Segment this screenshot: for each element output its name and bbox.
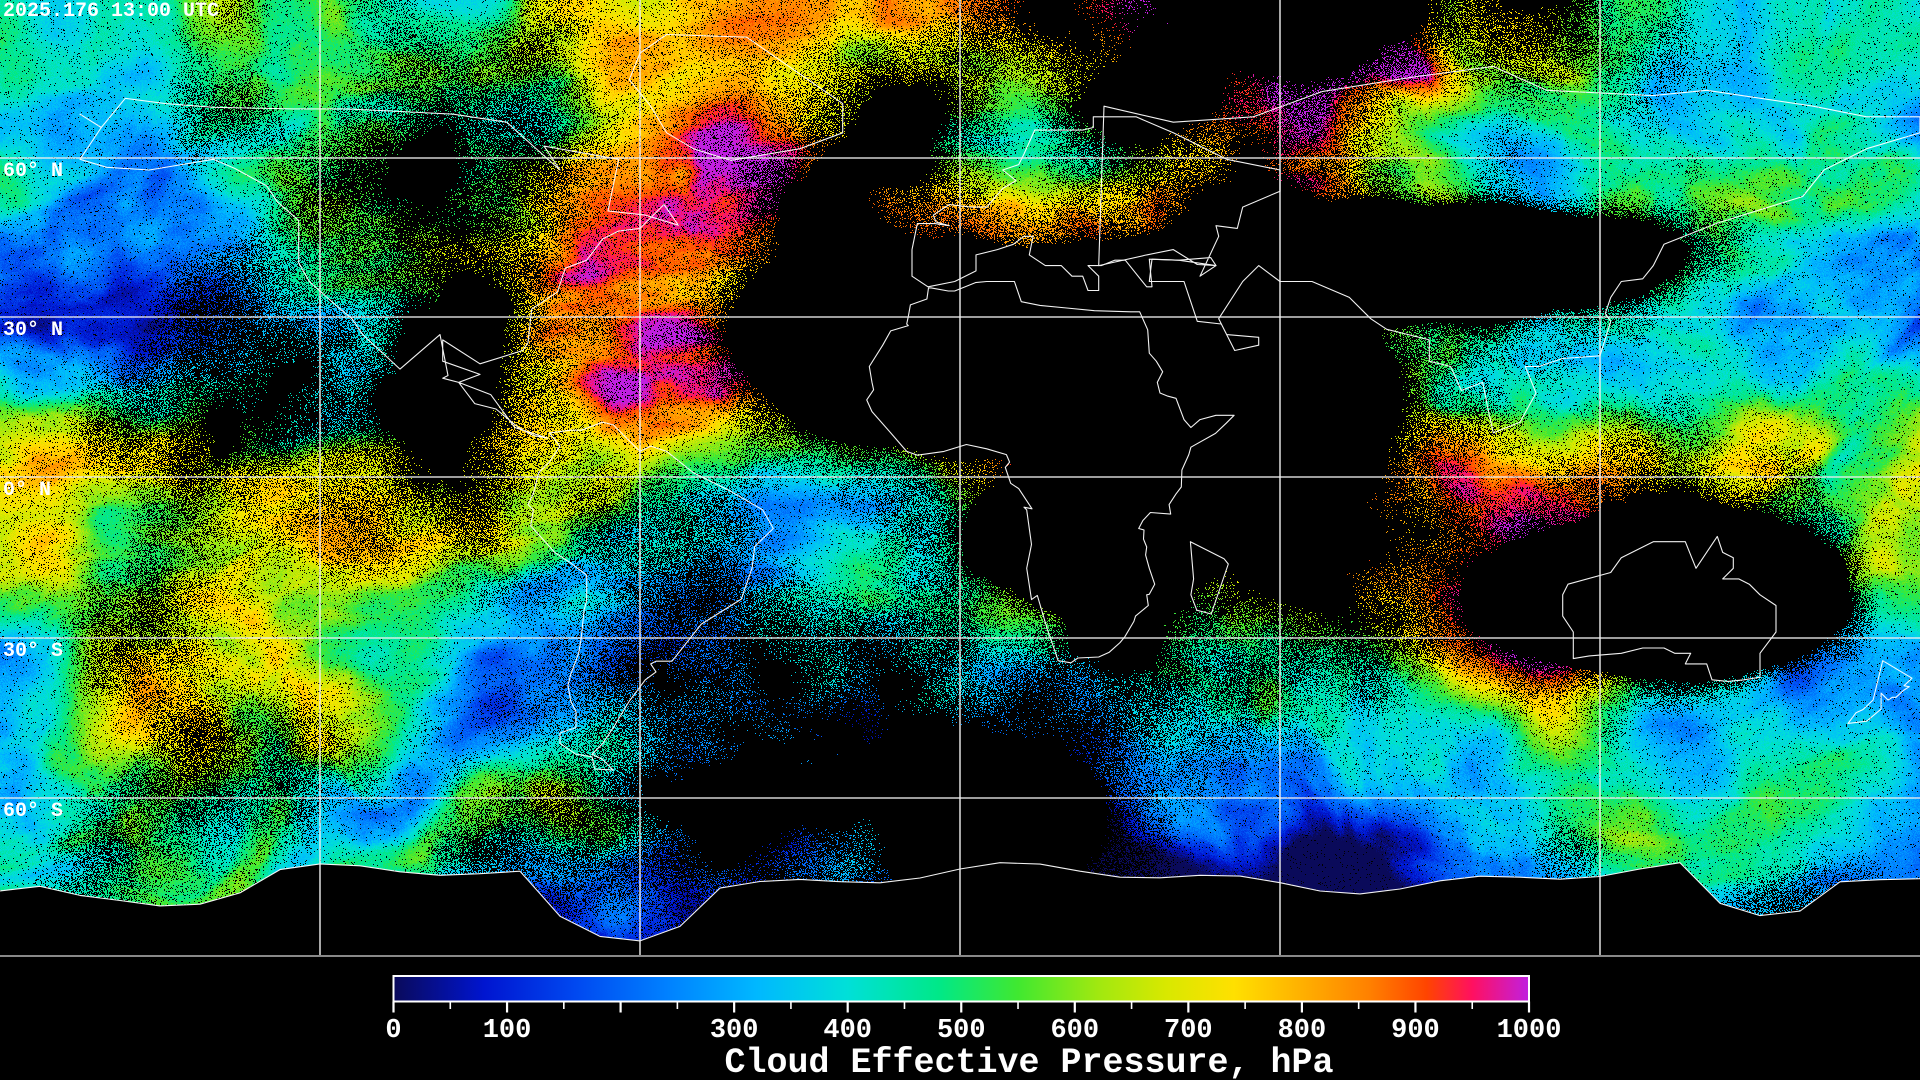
svg-text:800: 800 — [1278, 1016, 1327, 1046]
svg-text:900: 900 — [1391, 1016, 1440, 1046]
svg-text:500: 500 — [937, 1016, 986, 1046]
svg-text:400: 400 — [823, 1016, 872, 1046]
svg-text:2025.176 13:00 UTC: 2025.176 13:00 UTC — [3, 0, 219, 23]
svg-text:30° N: 30° N — [3, 319, 63, 342]
svg-text:30° S: 30° S — [3, 640, 63, 663]
svg-text:60° N: 60° N — [3, 160, 63, 183]
svg-text:700: 700 — [1164, 1016, 1213, 1046]
svg-text:300: 300 — [710, 1016, 759, 1046]
svg-text:600: 600 — [1050, 1016, 1099, 1046]
svg-text:1000: 1000 — [1497, 1016, 1562, 1046]
svg-text:Cloud Effective Pressure, hPa: Cloud Effective Pressure, hPa — [724, 1043, 1333, 1080]
svg-text:100: 100 — [483, 1016, 532, 1046]
svg-text:0° N: 0° N — [3, 479, 51, 502]
svg-text:60° S: 60° S — [3, 800, 63, 823]
svg-text:0: 0 — [385, 1016, 401, 1046]
